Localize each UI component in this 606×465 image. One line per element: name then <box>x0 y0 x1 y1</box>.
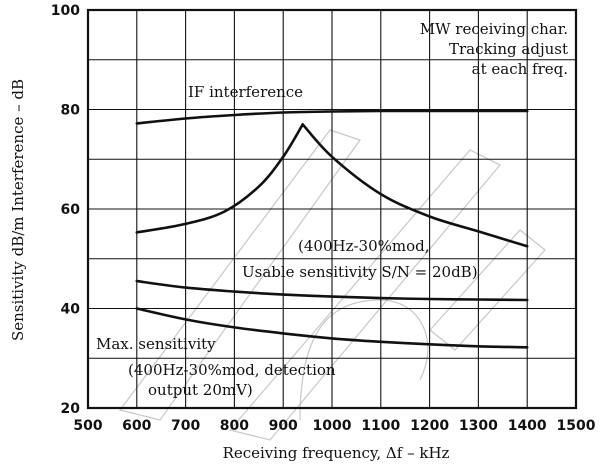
corner-note-line3: at each freq. <box>472 60 568 78</box>
x-tick-label-800: 800 <box>220 418 249 434</box>
series-layer <box>135 109 529 349</box>
watermark <box>118 129 546 441</box>
max-sensitivity-label: Max. sensitivity <box>96 335 216 353</box>
x-tick-label-1000: 1000 <box>313 418 352 434</box>
usable-label-line1: (400Hz-30%mod, <box>298 237 430 255</box>
if-interference-label: IF interference <box>188 83 303 101</box>
x-tick-label-900: 900 <box>269 418 298 434</box>
x-tick-label-1500: 1500 <box>557 418 596 434</box>
x-tick-label-1400: 1400 <box>508 418 547 434</box>
max-label-line2: (400Hz-30%mod, detection <box>128 361 336 379</box>
series-line-4 <box>135 307 529 349</box>
series-line-3 <box>135 279 529 302</box>
y-tick-label-60: 60 <box>61 202 81 218</box>
series-line-2 <box>135 123 529 248</box>
usable-label-line2: Usable sensitivity S/N = 20dB) <box>242 263 478 281</box>
series-line-1 <box>135 109 529 125</box>
y-axis-label: Sensitivity dB/m Interference – dB <box>9 79 27 341</box>
y-tick-label-40: 40 <box>61 302 81 318</box>
grid <box>88 10 576 408</box>
x-tick-label-1100: 1100 <box>361 418 400 434</box>
x-tick-label-700: 700 <box>171 418 200 434</box>
corner-note-line1: MW receiving char. <box>420 20 568 38</box>
corner-note-line2: Tracking adjust <box>449 40 568 58</box>
x-tick-label-500: 500 <box>73 418 102 434</box>
plot-frame <box>86 8 578 410</box>
y-tick-labels: 20 40 60 80 100 <box>51 3 80 417</box>
x-tick-label-1300: 1300 <box>459 418 498 434</box>
x-tick-labels: 500 600 700 800 900 1000 1100 1200 1300 1400 1500 <box>73 418 595 434</box>
x-tick-label-1200: 1200 <box>410 418 449 434</box>
y-tick-label-100: 100 <box>51 3 80 19</box>
y-tick-label-80: 80 <box>61 103 81 119</box>
y-tick-label-20: 20 <box>61 401 81 417</box>
x-tick-label-600: 600 <box>122 418 151 434</box>
max-label-line3: output 20mV) <box>148 381 253 399</box>
x-axis-label: Receiving frequency, Δf – kHz <box>223 444 450 462</box>
